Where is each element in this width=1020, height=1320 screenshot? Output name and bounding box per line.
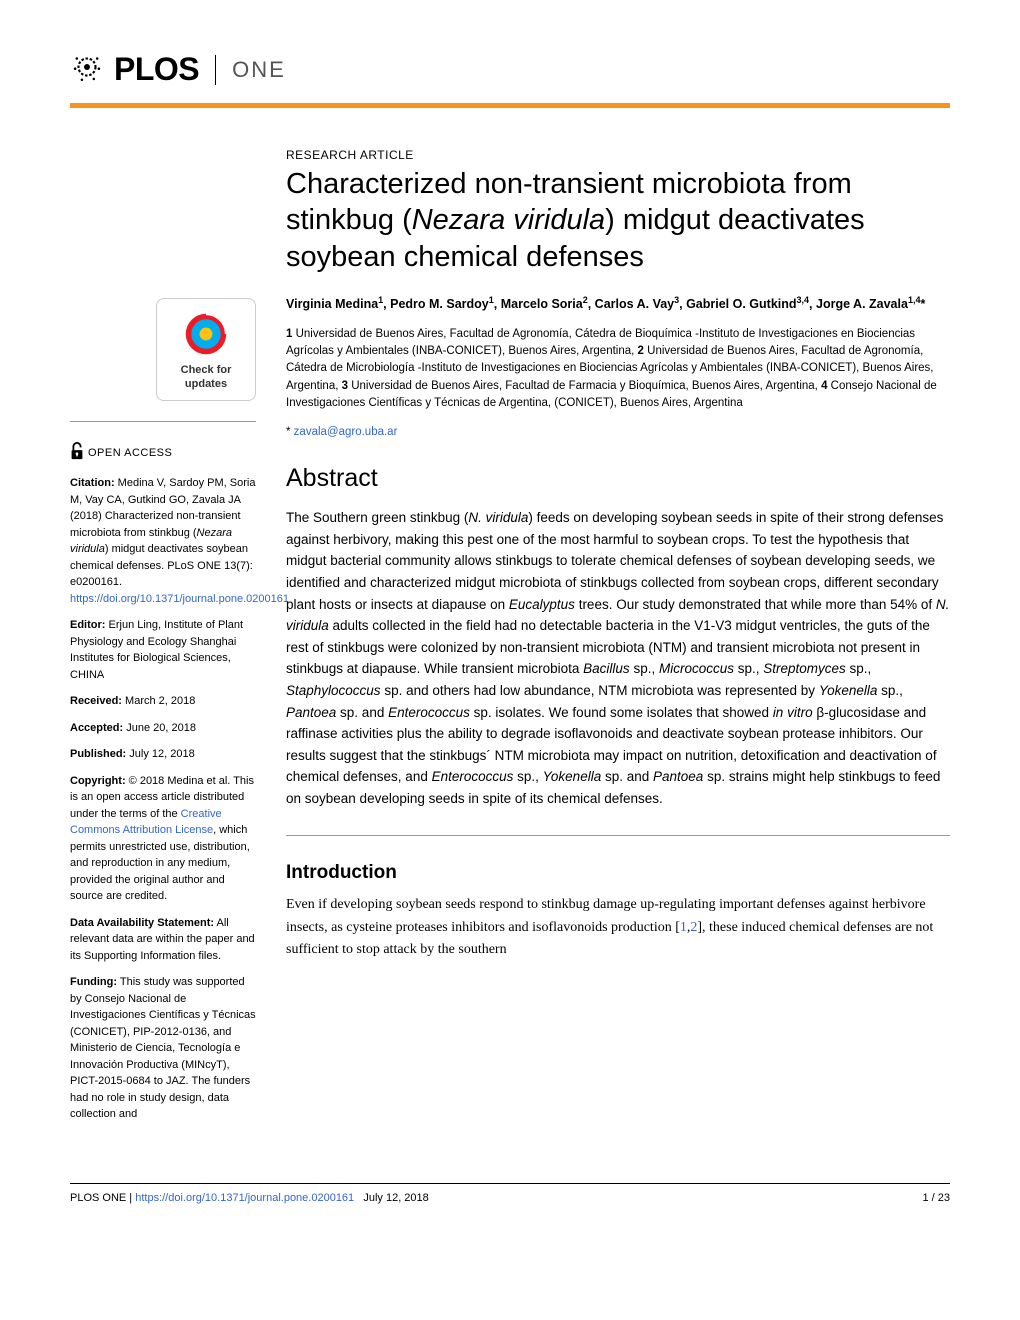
copyright-text: © 2018 Medina et al. This is an open acc… (70, 775, 254, 903)
accepted-label: Accepted: (70, 722, 123, 734)
intro-heading: Introduction (286, 862, 950, 884)
copyright-section: Copyright: © 2018 Medina et al. This is … (70, 773, 256, 905)
funding-text: This study was supported by Consejo Naci… (70, 976, 256, 1120)
received-text: March 2, 2018 (122, 695, 195, 707)
footer-doi[interactable]: https://doi.org/10.1371/journal.pone.020… (135, 1192, 354, 1204)
corresponding-email: * zavala@agro.uba.ar (286, 426, 950, 438)
editor-label: Editor: (70, 619, 105, 631)
citation-text: Medina V, Sardoy PM, Soria M, Vay CA, Gu… (70, 477, 289, 605)
logo-divider (215, 55, 216, 85)
sidebar: Check for updates OPEN ACCESS Citation: … (70, 148, 256, 1133)
email-prefix: * (286, 426, 294, 438)
one-text: ONE (232, 57, 286, 83)
received-section: Received: March 2, 2018 (70, 693, 256, 710)
plos-text: PLOS (114, 51, 199, 88)
published-section: Published: July 12, 2018 (70, 746, 256, 763)
copyright-label: Copyright: (70, 775, 126, 787)
affiliations: 1 Universidad de Buenos Aires, Facultad … (286, 326, 950, 412)
check-updates-badge[interactable]: Check for updates (156, 298, 256, 401)
check-updates-icon (183, 311, 229, 357)
footer-date: July 12, 2018 (363, 1192, 428, 1204)
data-label: Data Availability Statement: (70, 917, 214, 929)
abstract-text: The Southern green stinkbug (N. viridula… (286, 507, 950, 809)
intro-text: Even if developing soybean seeds respond… (286, 894, 950, 961)
check-updates-label: Check for updates (165, 363, 247, 392)
accent-bar (70, 103, 950, 108)
open-access-label: OPEN ACCESS (88, 445, 172, 462)
sidebar-divider (70, 421, 256, 422)
published-label: Published: (70, 748, 126, 760)
title-italic: Nezara viridula (412, 204, 605, 236)
article-type: RESEARCH ARTICLE (286, 148, 950, 162)
page-footer: PLOS ONE | https://doi.org/10.1371/journ… (70, 1183, 950, 1204)
data-availability-section: Data Availability Statement: All relevan… (70, 915, 256, 965)
article-title: Characterized non-transient microbiota f… (286, 166, 950, 275)
authors: Virginia Medina1, Pedro M. Sardoy1, Marc… (286, 293, 950, 314)
plos-logo: PLOS (70, 50, 199, 89)
funding-section: Funding: This study was supported by Con… (70, 974, 256, 1123)
abstract-heading: Abstract (286, 464, 950, 493)
citation-section: Citation: Medina V, Sardoy PM, Soria M, … (70, 475, 256, 607)
footer-journal: PLOS ONE | (70, 1192, 135, 1204)
published-text: July 12, 2018 (126, 748, 195, 760)
accepted-text: June 20, 2018 (123, 722, 196, 734)
plos-icon (70, 50, 104, 89)
journal-header: PLOS ONE (70, 50, 950, 89)
footer-page: 1 / 23 (922, 1192, 950, 1204)
footer-left: PLOS ONE | https://doi.org/10.1371/journ… (70, 1192, 429, 1204)
open-access-row: OPEN ACCESS (70, 442, 256, 466)
editor-section: Editor: Erjun Ling, Institute of Plant P… (70, 617, 256, 683)
main-content: RESEARCH ARTICLE Characterized non-trans… (286, 148, 950, 1133)
funding-label: Funding: (70, 976, 117, 988)
citation-label: Citation: (70, 477, 115, 489)
open-access-icon (70, 442, 84, 466)
email-link[interactable]: zavala@agro.uba.ar (294, 426, 398, 438)
section-divider (286, 835, 950, 836)
received-label: Received: (70, 695, 122, 707)
accepted-section: Accepted: June 20, 2018 (70, 720, 256, 737)
